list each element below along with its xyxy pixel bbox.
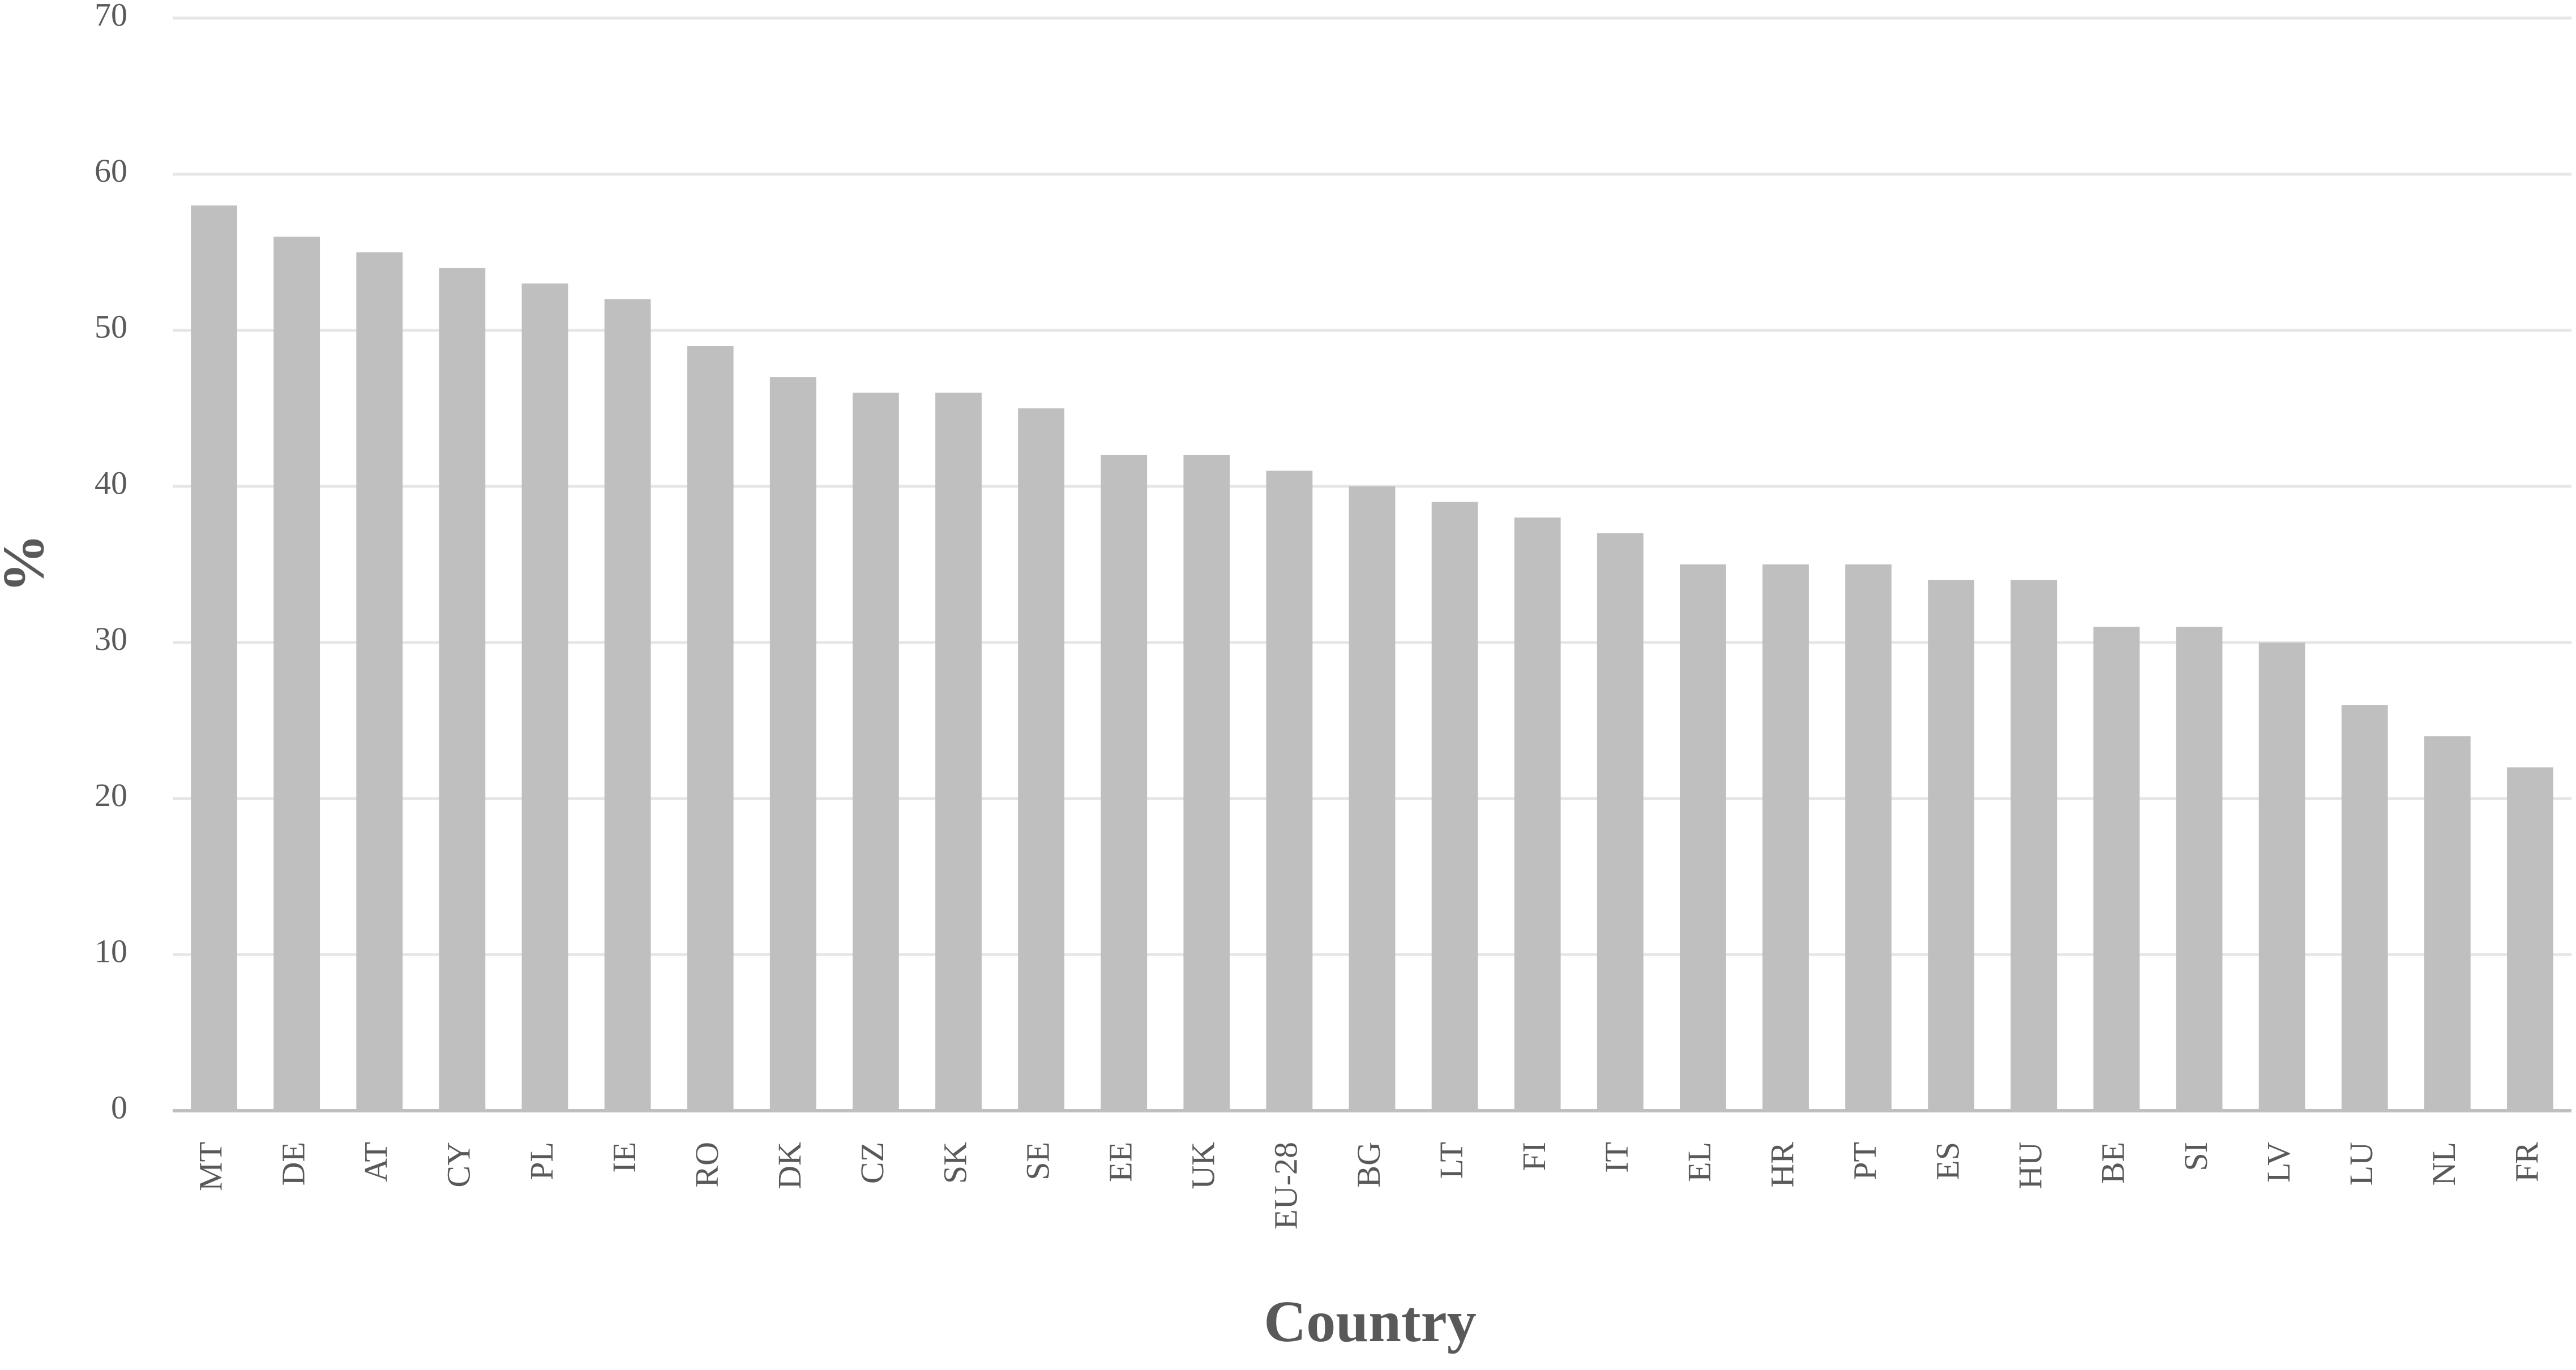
- x-tick-label: HU: [2012, 1142, 2049, 1189]
- bar: [2341, 705, 2388, 1111]
- bar: [935, 392, 982, 1111]
- x-tick-label: PT: [1846, 1142, 1883, 1180]
- x-tick-label: BE: [2095, 1142, 2132, 1184]
- y-tick-label: 10: [95, 933, 127, 970]
- x-tick-label: SK: [936, 1142, 973, 1184]
- y-tick-label: 20: [95, 777, 127, 814]
- bar: [2258, 642, 2305, 1111]
- x-tick-label: LT: [1433, 1142, 1470, 1179]
- x-tick-label: RO: [688, 1142, 725, 1188]
- bar: [1762, 564, 1809, 1111]
- y-tick-label: 40: [95, 464, 127, 501]
- x-tick-label: HR: [1764, 1142, 1800, 1188]
- x-tick-label: MT: [192, 1142, 229, 1191]
- bar: [1431, 502, 1478, 1111]
- bar: [1101, 455, 1148, 1111]
- x-tick-label: IT: [1598, 1142, 1635, 1173]
- bar: [852, 392, 899, 1111]
- x-tick-label: AT: [358, 1142, 395, 1182]
- bar: [1928, 580, 1975, 1111]
- bar: [1183, 455, 1230, 1111]
- bar: [2093, 627, 2140, 1111]
- x-tick-label: ES: [1929, 1142, 1966, 1180]
- x-tick-label: IE: [606, 1142, 643, 1173]
- y-tick-label: 0: [111, 1089, 127, 1125]
- x-tick-label: PL: [523, 1142, 560, 1180]
- x-axis-title: Country: [1264, 1289, 1477, 1354]
- x-tick-label: EU-28: [1268, 1142, 1304, 1230]
- bar: [1845, 564, 1892, 1111]
- x-tick-label: BG: [1350, 1142, 1387, 1188]
- x-tick-label: SE: [1019, 1142, 1056, 1180]
- bar: [273, 237, 320, 1111]
- bar: [2507, 767, 2553, 1111]
- bar: [687, 346, 734, 1111]
- bar: [356, 252, 403, 1111]
- bar: [1680, 564, 1726, 1111]
- x-tick-label: DE: [275, 1142, 311, 1185]
- x-tick-label: DK: [771, 1142, 808, 1189]
- y-tick-label: 30: [95, 620, 127, 657]
- y-tick-label: 70: [95, 0, 127, 33]
- bar: [2424, 736, 2471, 1111]
- y-tick-label: 50: [95, 309, 127, 345]
- x-tick-label: LV: [2260, 1142, 2297, 1183]
- bar: [1597, 533, 1644, 1111]
- x-tick-label: UK: [1185, 1142, 1222, 1189]
- x-tick-label: FI: [1516, 1142, 1552, 1171]
- bar: [439, 268, 486, 1111]
- bar: [521, 283, 568, 1111]
- bar: [769, 377, 816, 1111]
- y-axis-title: %: [0, 534, 56, 593]
- x-tick-label: SI: [2177, 1142, 2214, 1171]
- bar: [1018, 408, 1064, 1111]
- x-tick-label: CY: [440, 1142, 477, 1188]
- y-tick-label: 60: [95, 152, 127, 189]
- x-tick-label: EL: [1681, 1142, 1718, 1182]
- bar: [2176, 627, 2223, 1111]
- x-tick-label: EE: [1102, 1142, 1139, 1182]
- x-tick-label: NL: [2425, 1142, 2462, 1185]
- x-tick-label: LU: [2343, 1142, 2380, 1185]
- bar: [1349, 486, 1396, 1111]
- bar: [604, 299, 651, 1111]
- x-tick-label: CZ: [854, 1142, 891, 1184]
- bar: [1266, 470, 1313, 1111]
- bar: [1514, 517, 1561, 1111]
- bar: [2010, 580, 2057, 1111]
- x-tick-label: FR: [2508, 1142, 2545, 1182]
- bar: [191, 205, 237, 1111]
